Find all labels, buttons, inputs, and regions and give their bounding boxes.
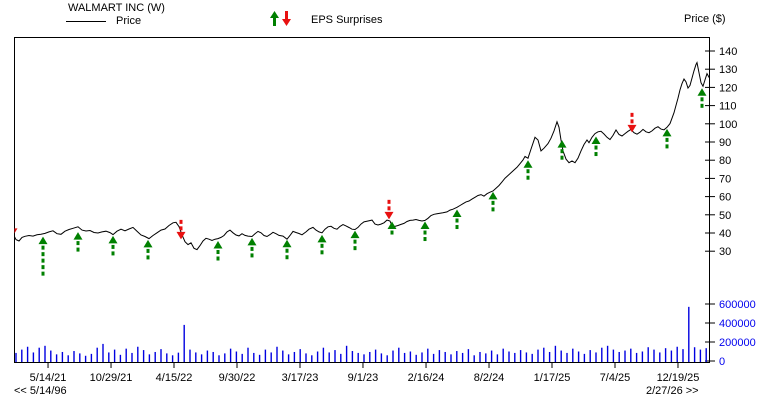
svg-text:30: 30	[719, 246, 731, 258]
price-line	[14, 61, 710, 251]
svg-text:8/2/24: 8/2/24	[474, 372, 505, 384]
svg-text:9/1/23: 9/1/23	[348, 372, 379, 384]
nav-range-end[interactable]: 2/27/26 >>	[646, 385, 699, 397]
svg-text:3/17/23: 3/17/23	[282, 372, 319, 384]
date-axis-ticks: 5/14/21 10/29/21 4/15/22 9/30/22 3/17/23 9/1/…	[30, 363, 700, 384]
price-legend-line-icon	[66, 21, 106, 22]
svg-text:12/19/25: 12/19/25	[657, 372, 700, 384]
svg-text:0: 0	[719, 356, 725, 368]
svg-text:7/4/25: 7/4/25	[600, 372, 631, 384]
price-legend-label: Price	[116, 15, 142, 27]
svg-text:80: 80	[719, 155, 731, 167]
svg-text:4/15/22: 4/15/22	[156, 372, 193, 384]
price-axis-ticks: 140 130 120 110 100 90 80 70 60 50 40 30	[705, 46, 737, 258]
chart-title: WALMART INC (W)	[68, 2, 165, 14]
svg-text:140: 140	[719, 46, 737, 58]
svg-text:1/17/25: 1/17/25	[534, 372, 571, 384]
svg-text:70: 70	[719, 173, 731, 185]
volume-bars	[15, 306, 707, 362]
svg-text:400000: 400000	[719, 318, 756, 330]
price-axis-title: Price ($)	[684, 13, 726, 25]
svg-text:600000: 600000	[719, 299, 756, 311]
volume-axis-ticks: 600000 400000 200000 0	[705, 299, 756, 368]
svg-text:50: 50	[719, 210, 731, 222]
svg-text:100: 100	[719, 119, 737, 131]
eps-surprise-markers	[14, 88, 707, 276]
svg-text:10/29/21: 10/29/21	[90, 372, 133, 384]
svg-text:200000: 200000	[719, 337, 756, 349]
svg-text:60: 60	[719, 192, 731, 204]
svg-text:5/14/21: 5/14/21	[30, 372, 67, 384]
svg-text:110: 110	[719, 101, 737, 113]
eps-legend-label: EPS Surprises	[311, 14, 383, 26]
svg-text:40: 40	[719, 228, 731, 240]
nav-range-start[interactable]: << 5/14/96	[14, 385, 67, 397]
svg-text:2/16/24: 2/16/24	[408, 372, 445, 384]
plot-border	[14, 37, 710, 363]
eps-down-arrow-icon	[281, 10, 292, 32]
eps-up-arrow-icon	[269, 10, 280, 32]
svg-text:9/30/22: 9/30/22	[219, 372, 256, 384]
svg-text:90: 90	[719, 137, 731, 149]
svg-text:130: 130	[719, 64, 737, 76]
svg-text:120: 120	[719, 82, 737, 94]
